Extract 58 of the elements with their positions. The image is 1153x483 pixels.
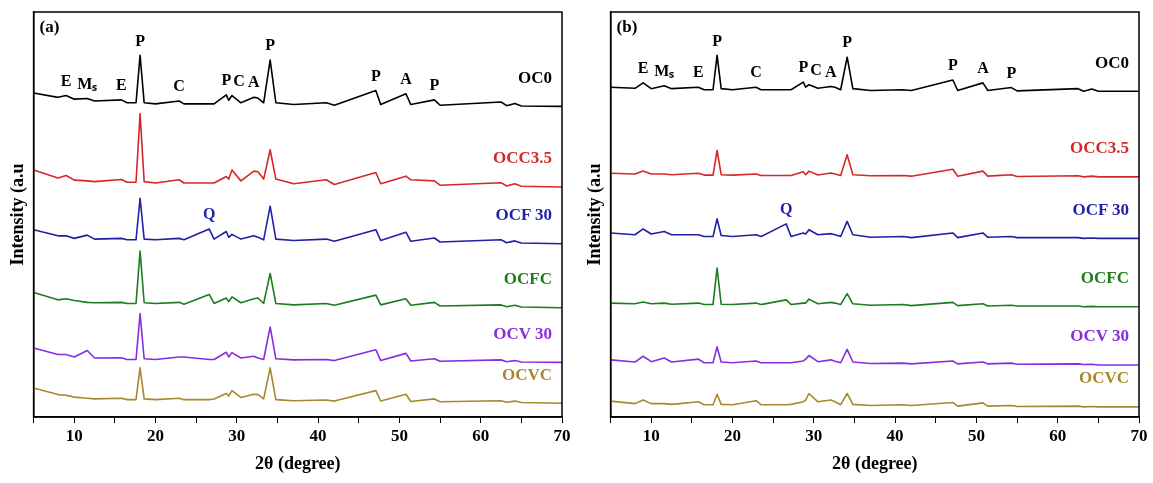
- annotation: P: [947, 56, 958, 74]
- series-label: OCC3.5: [1069, 138, 1129, 158]
- y-axis-title: Intensity (a.u: [7, 163, 29, 266]
- chart-title: (a): [39, 17, 60, 37]
- x-tick-label: 50: [390, 425, 408, 445]
- annotation: A: [977, 59, 990, 77]
- annotation: C: [233, 71, 245, 89]
- x-tick-label: 40: [309, 425, 327, 445]
- y-axis-title: Intensity (a.u: [584, 163, 606, 266]
- series-label: OC0: [518, 67, 552, 87]
- annotation: C: [750, 63, 762, 81]
- annotation: A: [400, 69, 413, 87]
- series-label: OCC3.5: [492, 148, 552, 168]
- x-axis-title: 2θ (degree): [832, 452, 918, 474]
- annotation: Q: [779, 200, 793, 218]
- x-tick-label: 40: [886, 425, 904, 445]
- chart-title: (b): [616, 17, 638, 37]
- x-axis-title: 2θ (degree): [255, 452, 341, 474]
- x-tick-label: 60: [472, 425, 490, 445]
- series-label: OCVC: [501, 364, 552, 384]
- annotation: C: [173, 77, 185, 95]
- annotation: P: [265, 36, 276, 54]
- annotation: P: [712, 31, 723, 49]
- x-tick-label: 10: [642, 425, 660, 445]
- x-tick-label: 30: [805, 425, 823, 445]
- annotation: E: [693, 63, 704, 81]
- annotation: E: [637, 59, 649, 77]
- x-tick-label: 70: [553, 425, 571, 445]
- annotation: P: [429, 76, 440, 94]
- annotation: P: [221, 70, 232, 88]
- series-label: OCVC: [1078, 368, 1129, 388]
- annotation: P: [370, 66, 381, 84]
- series-label: OCV 30: [1070, 326, 1129, 346]
- series-label: OCF 30: [495, 205, 552, 225]
- annotation: E: [116, 76, 127, 94]
- annotation: A: [825, 62, 838, 80]
- x-tick-label: 20: [724, 425, 742, 445]
- annotation: P: [842, 33, 853, 51]
- x-tick-label: 50: [967, 425, 985, 445]
- series-label: OCFC: [1080, 268, 1129, 288]
- annotation: P: [798, 58, 809, 76]
- annotation: C: [810, 60, 822, 78]
- annotation: Mₛ: [77, 74, 98, 92]
- annotation: E: [60, 71, 72, 89]
- series-label: OCF 30: [1072, 199, 1129, 219]
- annotation: Q: [202, 205, 216, 223]
- x-tick-label: 10: [65, 425, 83, 445]
- annotation: A: [248, 73, 261, 91]
- x-tick-label: 60: [1049, 425, 1067, 445]
- series-label: OCV 30: [493, 323, 552, 343]
- annotation: Mₛ: [654, 61, 675, 79]
- series-label: OC0: [1095, 52, 1129, 72]
- series-label: OCFC: [503, 269, 552, 289]
- annotation: P: [135, 31, 146, 49]
- x-tick-label: 20: [147, 425, 165, 445]
- x-tick-label: 70: [1130, 425, 1148, 445]
- x-tick-label: 30: [228, 425, 246, 445]
- annotation: P: [1006, 63, 1017, 81]
